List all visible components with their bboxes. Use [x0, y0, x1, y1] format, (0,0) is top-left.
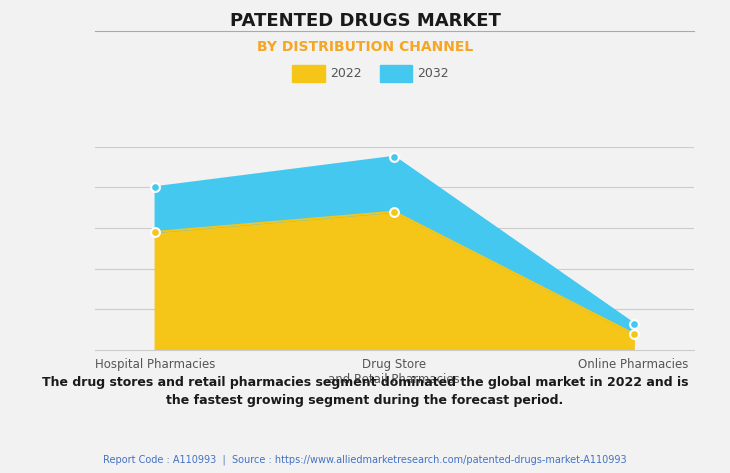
Point [149, 184, 161, 191]
Point [628, 320, 639, 327]
Text: 2032: 2032 [418, 67, 449, 80]
Point [388, 153, 400, 161]
Point [628, 330, 639, 338]
Text: 2022: 2022 [330, 67, 361, 80]
Text: BY DISTRIBUTION CHANNEL: BY DISTRIBUTION CHANNEL [257, 40, 473, 54]
Text: PATENTED DRUGS MARKET: PATENTED DRUGS MARKET [229, 12, 501, 30]
Point [149, 228, 161, 236]
Text: The drug stores and retail pharmacies segment dominated the global market in 202: The drug stores and retail pharmacies se… [42, 376, 688, 407]
Point [388, 208, 400, 216]
Text: Report Code : A110993  |  Source : https://www.alliedmarketresearch.com/patented: Report Code : A110993 | Source : https:/… [103, 454, 627, 464]
